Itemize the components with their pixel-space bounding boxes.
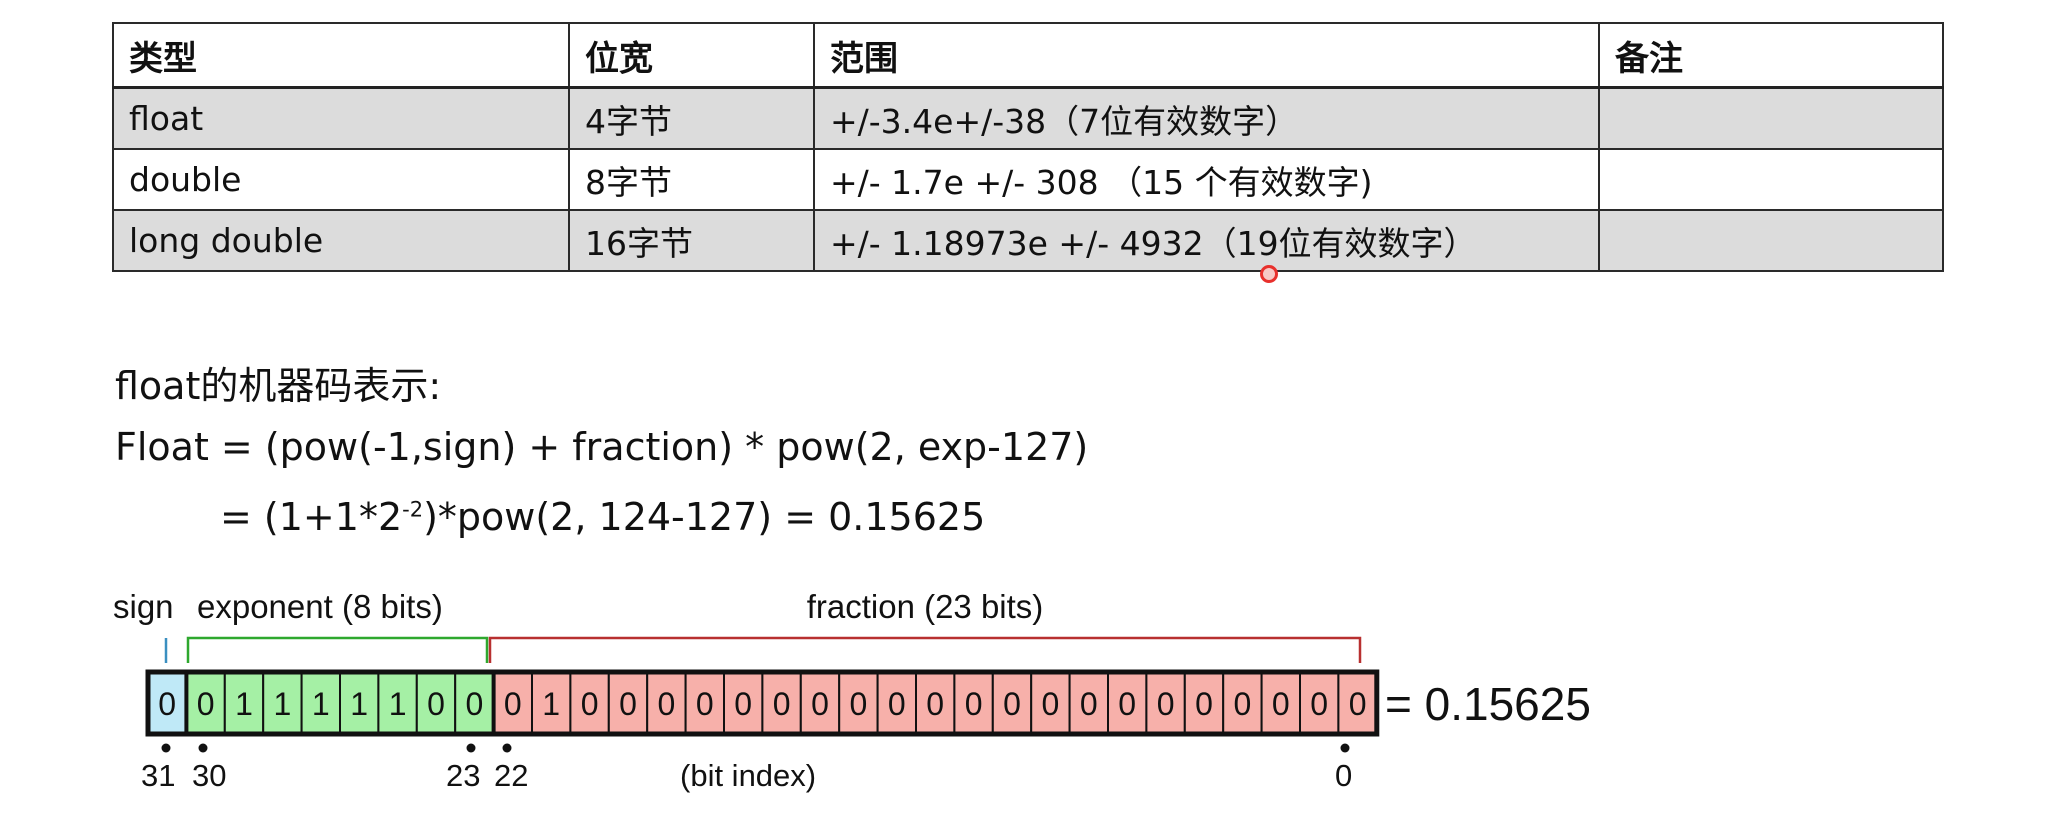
bit-frame [145,669,1380,737]
result-label: = 0.15625 [1385,678,1591,730]
bit-value: 0 [811,686,829,722]
bit-value: 0 [1157,686,1175,722]
bit-index-dot-0 [1340,743,1350,753]
bit-value: 0 [850,686,868,722]
cell-range: +/- 1.18973e +/- 4932（19位有效数字） [813,209,1600,272]
table-row: long double 16字节 +/- 1.18973e +/- 4932（1… [112,209,1944,272]
bit-value: 0 [1272,686,1290,722]
bit-value: 1 [350,686,368,722]
bit-cell [1222,671,1263,735]
bit-value: 0 [427,686,445,722]
pointer-indicator-icon [1260,265,1278,283]
bit-index-dot-23 [466,743,476,753]
cell-range: +/-3.4e+/-38（7位有效数字） [813,86,1600,150]
bit-index-dot-22 [502,743,512,753]
bit-value: 0 [658,686,676,722]
table-header-row: 类型 位宽 范围 备注 [112,22,1944,89]
bit-index-31: 31 [141,758,175,793]
cell-type: long double [112,209,570,272]
cell-note [1598,148,1944,211]
bit-value: 0 [1080,686,1098,722]
sign-label: sign [113,588,174,625]
float-types-table: 类型 位宽 范围 备注 float 4字节 +/-3.4e+/-38（7位有效数… [112,22,1944,272]
fraction-bracket [488,636,1362,663]
bit-value: 0 [619,686,637,722]
table-row: double 8字节 +/- 1.7e +/- 308 （15 个有效数字) [112,148,1944,211]
bit-value: 0 [197,686,215,722]
bit-value: 0 [888,686,906,722]
bit-value: 1 [274,686,292,722]
bit-index-30: 30 [192,758,226,793]
formula-line-2-end: )*pow(2, 124-127) = 0.15625 [423,495,986,539]
bit-index-0: 0 [1335,758,1352,793]
bit-value: 0 [1310,686,1328,722]
header-type: 类型 [112,22,570,89]
header-range: 范围 [813,22,1600,89]
bit-value: 0 [734,686,752,722]
section-heading: float的机器码表示: [115,364,442,408]
formula-exponent: -2 [402,497,424,522]
bit-value: 0 [1234,686,1252,722]
cell-range: +/- 1.7e +/- 308 （15 个有效数字) [813,148,1600,211]
cell-width: 8字节 [568,148,815,211]
cell-width: 16字节 [568,209,815,272]
bit-value: 0 [696,686,714,722]
formula-line-1: Float = (pow(-1,sign) + fraction) * pow(… [115,425,1089,469]
bit-value: 0 [504,686,522,722]
exponent-label: exponent (8 bits) [197,588,443,625]
bit-cell [1260,671,1301,735]
bit-value: 1 [389,686,407,722]
bit-value: 0 [926,686,944,722]
exponent-bracket [186,636,489,663]
header-note: 备注 [1598,22,1944,89]
bit-index-dot-30 [198,743,208,753]
bit-cell [1183,671,1225,735]
float-bit-layout-diagram: sign exponent (8 bits) fraction (23 bits… [113,588,1591,793]
table-row: float 4字节 +/-3.4e+/-38（7位有效数字） [112,86,1944,150]
bit-value: 1 [312,686,330,722]
bit-index-22: 22 [494,758,528,793]
bit-value: 0 [1195,686,1213,722]
bit-value: 0 [1003,686,1021,722]
bit-value: 0 [581,686,599,722]
bit-cell [454,671,495,735]
bit-value: 0 [1118,686,1136,722]
cell-note [1598,209,1944,272]
bit-index-dot-31 [161,743,171,753]
bit-value: 1 [542,686,560,722]
cell-width: 4字节 [568,86,815,150]
bit-index-23: 23 [446,758,480,793]
formula-line-2-start: = (1+1*2 [220,495,403,539]
bit-cell [531,671,572,735]
formula-line-2: = (1+1*2-2)*pow(2, 124-127) = 0.15625 [220,495,985,539]
bit-value: 0 [773,686,791,722]
cell-note [1598,86,1944,150]
bit-cell [799,671,841,735]
fraction-label: fraction (23 bits) [807,588,1044,625]
bit-value: 0 [965,686,983,722]
bit-value: 0 [466,686,484,722]
bit-index-caption: (bit index) [680,758,816,793]
cell-type: float [112,86,570,150]
bit-value: 0 [158,686,176,722]
bit-value: 1 [235,686,253,722]
header-width: 位宽 [568,22,815,89]
bit-value: 0 [1349,686,1367,722]
bit-value: 0 [1042,686,1060,722]
cell-type: double [112,148,570,211]
